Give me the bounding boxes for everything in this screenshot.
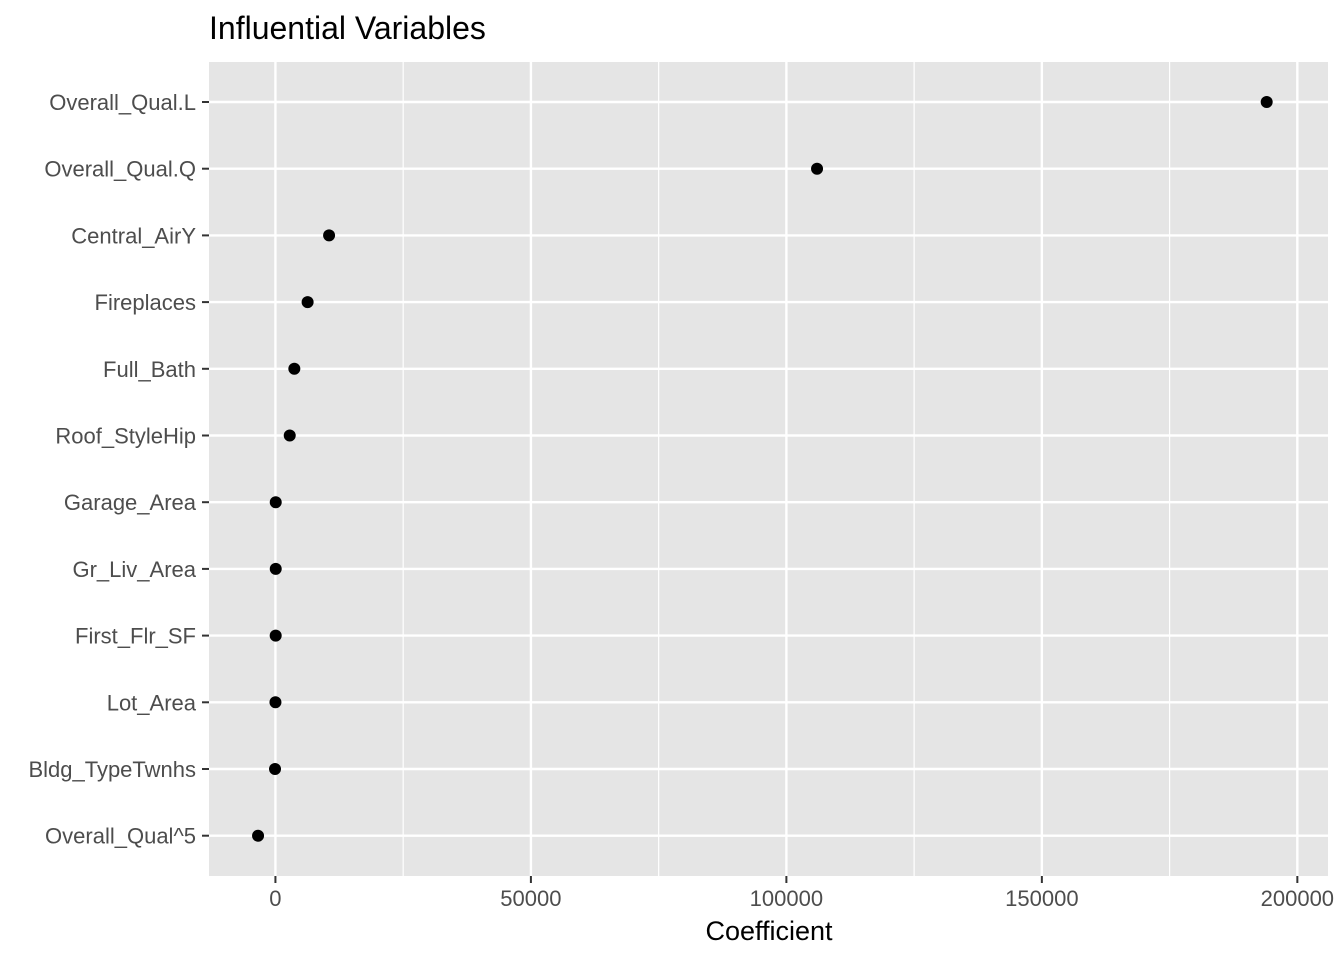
x-tick-label: 50000 xyxy=(500,886,561,911)
y-tick-label: Full_Bath xyxy=(103,357,196,382)
plot-panel xyxy=(209,62,1328,876)
major-gridlines xyxy=(209,62,1328,876)
data-point xyxy=(269,496,282,509)
data-point xyxy=(288,362,301,375)
y-tick-label: First_Flr_SF xyxy=(75,624,196,649)
data-point xyxy=(269,629,282,642)
data-point xyxy=(323,229,336,242)
x-tick-label: 150000 xyxy=(1005,886,1078,911)
data-point xyxy=(283,429,296,442)
y-tick-label: Bldg_TypeTwnhs xyxy=(28,757,196,782)
y-tick-label: Roof_StyleHip xyxy=(55,424,196,449)
minor-gridlines xyxy=(402,62,1171,876)
y-tick-label: Overall_Qual.L xyxy=(49,90,196,115)
y-tick-label: Fireplaces xyxy=(95,290,196,315)
x-tick-label: 0 xyxy=(269,886,281,911)
x-tick-label: 200000 xyxy=(1261,886,1334,911)
data-points xyxy=(252,96,1273,842)
data-point xyxy=(269,696,282,709)
x-axis-title: Coefficient xyxy=(705,916,833,946)
data-point xyxy=(269,763,282,775)
y-axis: Overall_Qual.L Overall_Qual.Q Central_AirY… xyxy=(28,90,209,849)
y-tick-label: Lot_Area xyxy=(107,690,197,715)
y-tick-label: Gr_Liv_Area xyxy=(72,557,196,582)
y-tick-label: Central_AirY xyxy=(71,223,196,248)
y-tick-label: Garage_Area xyxy=(64,490,197,515)
data-point xyxy=(1260,96,1273,108)
data-point xyxy=(811,162,824,175)
y-tick-label: Overall_Qual.Q xyxy=(44,157,196,182)
data-point xyxy=(252,829,265,842)
chart-title: Influential Variables xyxy=(209,10,486,46)
data-point xyxy=(301,296,314,309)
data-point xyxy=(269,562,282,575)
x-tick-label: 100000 xyxy=(750,886,823,911)
x-axis: 0 50000 100000 150000 200000 xyxy=(269,876,1334,911)
y-tick-label: Overall_Qual^5 xyxy=(45,824,196,849)
